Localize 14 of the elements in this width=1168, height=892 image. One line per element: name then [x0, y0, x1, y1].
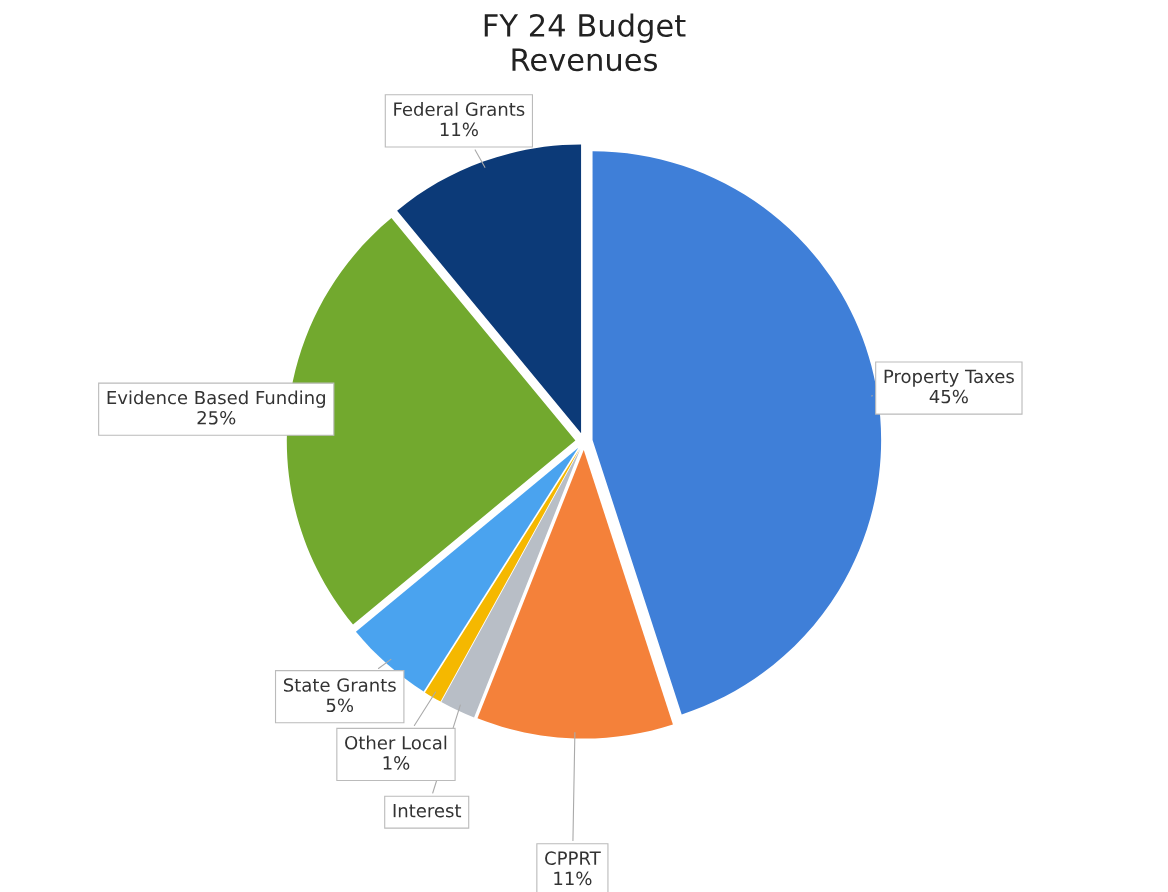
- slice-label: Property Taxes: [884, 369, 1014, 387]
- slice-label: Interest: [393, 803, 462, 818]
- slice-label: Other Local: [345, 735, 447, 750]
- data-label: 25%: [197, 410, 236, 425]
- slice-label: Federal Grants: [394, 102, 525, 117]
- data-label: 11%: [440, 122, 478, 137]
- data-label: 1%: [383, 756, 410, 770]
- slice-label: Evidence Based Funding: [107, 390, 325, 408]
- data-label: 5%: [326, 698, 354, 713]
- data-label: 45%: [929, 389, 968, 404]
- slice-label: State Grants: [283, 678, 396, 692]
- chart-title: FY 24 Budget Revenues: [484, 13, 686, 72]
- data-label: 11%: [554, 871, 592, 886]
- slice-label: CPPRT: [545, 851, 601, 865]
